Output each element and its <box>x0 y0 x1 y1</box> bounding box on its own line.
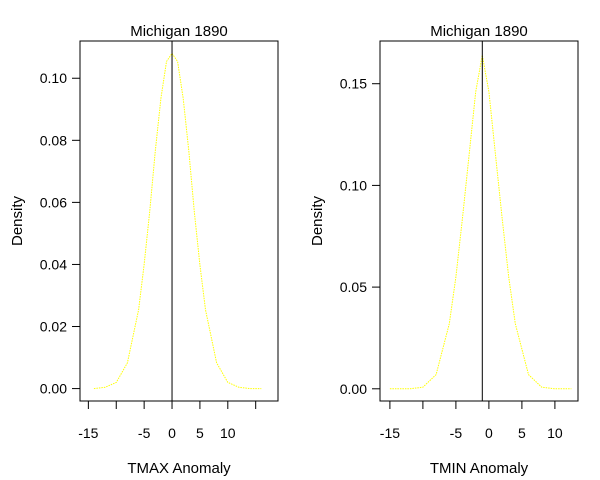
x-tick-label: 5 <box>196 425 204 441</box>
chart-title: Michigan 1890 <box>130 23 228 40</box>
chart-title: Michigan 1890 <box>430 23 528 40</box>
x-axis-title: TMAX Anomaly <box>127 460 231 477</box>
y-tick-label: 0.06 <box>40 194 67 210</box>
y-tick-label: 0.02 <box>40 319 67 335</box>
x-tick-label: 5 <box>518 425 526 441</box>
y-tick-label: 0.05 <box>340 279 367 295</box>
x-tick-label: -15 <box>78 425 98 441</box>
y-axis-title: Density <box>9 195 26 246</box>
x-tick-label: -15 <box>380 425 400 441</box>
x-tick-label: 10 <box>220 425 236 441</box>
plot-frame <box>379 40 579 402</box>
x-axis-title: TMIN Anomaly <box>430 460 529 477</box>
y-tick-label: 0.10 <box>40 70 67 86</box>
x-tick-label: 0 <box>485 425 493 441</box>
y-axis-title: Density <box>309 195 326 246</box>
density-curve <box>93 52 262 390</box>
y-tick-label: 0.08 <box>40 132 67 148</box>
tmin-density-panel: Michigan 1890 -15 -5 0 5 10 0.00 0.05 0.10 0.15 TM… <box>309 23 579 477</box>
x-tick-label: 10 <box>547 425 563 441</box>
y-tick-label: 0.00 <box>40 381 67 397</box>
x-tick-label: -5 <box>138 425 151 441</box>
plot-frame <box>79 40 279 402</box>
y-tick-label: 0.04 <box>40 256 67 272</box>
y-tick-label: 0.15 <box>340 76 367 92</box>
y-tick-label: 0.00 <box>340 381 367 397</box>
tmax-density-panel: Michigan 1890 -15 -5 0 5 10 0.00 0.02 0.04 0.06 0.… <box>9 23 279 477</box>
y-tick-label: 0.10 <box>340 177 367 193</box>
density-curve <box>389 55 572 390</box>
x-tick-label: 0 <box>168 425 176 441</box>
x-tick-label: -5 <box>450 425 463 441</box>
